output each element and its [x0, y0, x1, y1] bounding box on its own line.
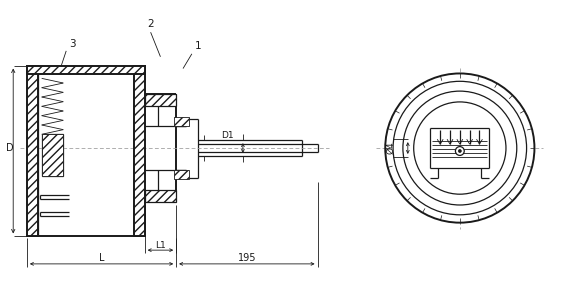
Text: 195: 195 [237, 253, 256, 263]
Circle shape [393, 81, 527, 215]
Bar [42, 134, 63, 175]
Text: L: L [99, 253, 104, 263]
Circle shape [456, 146, 464, 156]
Circle shape [459, 149, 462, 153]
Bar [27, 66, 145, 74]
Circle shape [403, 91, 517, 205]
Bar [174, 117, 189, 127]
Text: L1: L1 [155, 241, 166, 250]
Bar [174, 170, 189, 179]
Text: D: D [6, 143, 14, 153]
Circle shape [385, 73, 534, 223]
Bar [145, 94, 176, 106]
Circle shape [414, 102, 506, 194]
Bar [145, 190, 176, 202]
Text: 3: 3 [69, 39, 76, 49]
Text: Ø4: Ø4 [386, 142, 396, 154]
Text: 2: 2 [147, 19, 154, 29]
Bar [27, 66, 38, 236]
Text: D1: D1 [221, 131, 233, 140]
Bar [134, 66, 145, 236]
Text: 1: 1 [194, 41, 201, 51]
